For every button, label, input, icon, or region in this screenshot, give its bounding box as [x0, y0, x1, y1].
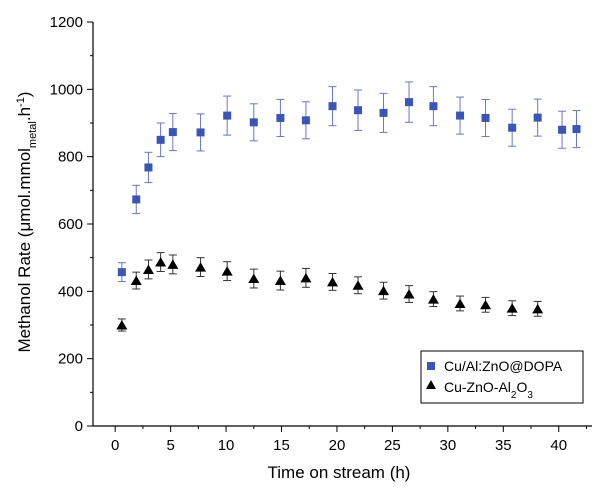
data-point-triangle — [506, 303, 518, 313]
y-tick-label: 1000 — [50, 81, 83, 98]
x-tick-label: 0 — [111, 437, 119, 454]
data-point-square — [572, 125, 581, 134]
data-point-square — [249, 118, 258, 127]
data-point-triangle — [403, 289, 415, 299]
data-point-square — [132, 195, 141, 204]
y-tick-label: 0 — [75, 418, 83, 435]
data-point-square — [223, 111, 232, 120]
series-cu-al-zno-dopa — [117, 81, 581, 283]
x-tick-label: 35 — [495, 437, 512, 454]
data-point-triangle — [427, 294, 439, 304]
data-point-square — [276, 113, 285, 122]
x-tick-label: 25 — [384, 437, 401, 454]
data-point-triangle — [142, 264, 154, 274]
y-tick-label: 600 — [58, 216, 83, 233]
data-point-triangle — [167, 259, 179, 269]
data-point-triangle — [352, 280, 364, 290]
data-point-square — [481, 113, 490, 122]
data-point-square — [196, 128, 205, 137]
x-tick-label: 20 — [329, 437, 346, 454]
data-point-square — [533, 113, 542, 122]
data-point-triangle — [221, 266, 233, 276]
data-point-square — [354, 106, 363, 115]
data-point-square — [117, 268, 126, 277]
data-point-triangle — [378, 285, 390, 296]
x-tick-label: 5 — [166, 437, 174, 454]
data-point-square — [328, 102, 337, 111]
data-point-triangle — [532, 303, 544, 314]
data-point-triangle — [130, 275, 142, 286]
data-point-square — [558, 125, 567, 134]
legend-label-dopa: Cu/Al:ZnO@DOPA — [444, 358, 563, 374]
x-tick-label: 10 — [218, 437, 235, 454]
data-point-square — [429, 102, 438, 111]
data-point-triangle — [116, 320, 128, 330]
data-point-triangle — [248, 273, 260, 284]
data-point-square — [379, 108, 388, 117]
legend-box — [420, 350, 584, 404]
data-point-triangle — [300, 272, 312, 283]
data-point-triangle — [327, 276, 339, 287]
data-point-square — [144, 163, 153, 172]
legend-marker-commercial — [426, 380, 436, 389]
data-point-square — [301, 116, 310, 125]
y-tick-label: 1200 — [50, 14, 83, 31]
data-point-square — [456, 111, 465, 120]
data-point-square — [405, 98, 414, 107]
x-axis-title: Time on stream (h) — [268, 463, 411, 482]
x-tick-label: 40 — [550, 437, 567, 454]
y-tick-label: 800 — [58, 149, 83, 166]
data-point-triangle — [195, 262, 207, 272]
legend-label-commercial: Cu-ZnO-Al2O3 — [444, 379, 533, 401]
legend-marker-dopa — [427, 362, 435, 370]
y-tick-label: 400 — [58, 283, 83, 300]
data-point-triangle — [454, 298, 466, 308]
x-tick-label: 30 — [440, 437, 457, 454]
y-tick-label: 200 — [58, 351, 83, 368]
data-point-square — [168, 128, 177, 137]
data-point-triangle — [480, 299, 492, 310]
data-point-triangle — [274, 275, 286, 286]
series-cu-zno-al2o3 — [116, 252, 544, 332]
series-layer — [116, 81, 581, 332]
x-tick-label: 15 — [273, 437, 290, 454]
data-point-square — [156, 135, 165, 144]
y-axis-title: Methanol Rate (μmol.mmolmetal.h-1) — [15, 92, 39, 353]
data-point-square — [508, 123, 517, 132]
legend: Cu/Al:ZnO@DOPA Cu-ZnO-Al2O3 — [420, 350, 584, 404]
data-point-triangle — [155, 257, 167, 267]
